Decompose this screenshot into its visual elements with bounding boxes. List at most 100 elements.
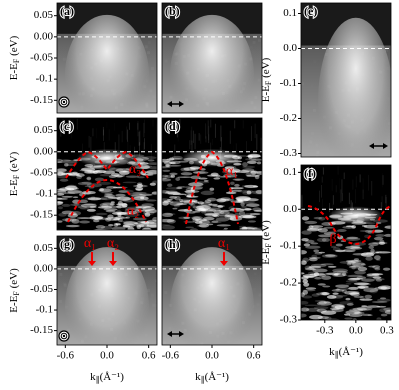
streak — [137, 220, 149, 223]
streak — [118, 189, 134, 193]
streak — [108, 205, 122, 209]
noise-top — [69, 119, 71, 126]
streak — [247, 220, 256, 223]
streak — [151, 231, 156, 234]
streak — [230, 187, 244, 190]
streak — [348, 308, 364, 312]
noise-top — [143, 119, 145, 134]
streak — [210, 172, 219, 177]
noise-top — [339, 178, 340, 193]
noise-top — [385, 194, 387, 204]
noise-top — [134, 146, 136, 160]
streak — [192, 171, 206, 174]
noise — [197, 68, 200, 71]
noise — [316, 150, 320, 154]
streak — [336, 270, 349, 275]
streak — [146, 224, 157, 229]
noise — [196, 286, 200, 290]
noise-top — [210, 119, 212, 128]
streak — [333, 273, 339, 276]
streak — [168, 157, 184, 160]
label-unit: (Å⁻¹) — [100, 371, 125, 383]
streak — [86, 177, 92, 180]
label-unit: (eV) — [8, 35, 20, 58]
streak — [114, 216, 128, 219]
noise — [359, 93, 362, 96]
streak — [64, 185, 78, 191]
streak — [239, 210, 246, 216]
streak — [67, 174, 81, 177]
noise — [99, 59, 103, 63]
panel-image — [162, 118, 262, 235]
streak — [227, 217, 235, 220]
streak — [365, 256, 373, 261]
streak — [216, 224, 231, 227]
band-label: α₂ — [127, 204, 139, 219]
streak — [346, 236, 359, 240]
streak — [97, 205, 113, 209]
noise — [175, 342, 178, 345]
streak — [58, 206, 63, 210]
streak — [170, 161, 176, 165]
streak — [379, 297, 387, 300]
streak — [147, 159, 155, 162]
noise — [207, 49, 210, 52]
noise — [249, 57, 253, 61]
streak — [230, 181, 235, 186]
streak — [208, 203, 218, 206]
noise — [225, 99, 228, 102]
x-tick-label: 0.0 — [349, 325, 363, 337]
streak — [195, 232, 206, 235]
noise-top — [365, 185, 366, 195]
noise — [144, 45, 148, 49]
streak — [352, 253, 369, 256]
axis-label: E-EF (eV) — [8, 268, 21, 313]
noise — [57, 84, 60, 87]
noise — [152, 74, 155, 77]
streak — [67, 213, 78, 218]
streak — [212, 209, 223, 214]
pol-head — [369, 143, 388, 149]
noise — [196, 104, 200, 108]
noise-top — [380, 202, 382, 212]
streak — [81, 167, 96, 172]
noise — [145, 334, 148, 337]
streak — [317, 227, 328, 233]
noise-top — [337, 166, 339, 175]
noise — [236, 282, 240, 286]
streak — [350, 259, 359, 263]
label-main: E-E — [8, 295, 20, 312]
noise-top — [174, 144, 176, 159]
noise — [223, 54, 226, 57]
noise — [120, 103, 124, 107]
noise — [65, 68, 68, 71]
noise-top — [143, 122, 145, 138]
noise-top — [322, 167, 324, 175]
noise — [234, 311, 237, 314]
streak — [172, 207, 178, 210]
pol-dot — [62, 100, 66, 104]
noise — [163, 341, 166, 344]
streak — [336, 321, 349, 324]
noise — [237, 64, 241, 68]
noise-top — [343, 172, 345, 180]
noise — [108, 75, 112, 79]
noise-top — [329, 202, 331, 213]
noise — [309, 140, 312, 143]
band-label: α₁ — [226, 164, 238, 179]
streak — [162, 224, 171, 227]
streak — [206, 207, 221, 212]
noise — [388, 122, 391, 125]
streak — [337, 229, 347, 232]
noise-top — [321, 176, 323, 183]
streak — [178, 216, 190, 220]
streak — [373, 236, 384, 241]
streak — [307, 227, 323, 231]
streak — [345, 280, 358, 283]
noise — [183, 286, 186, 289]
streak — [240, 202, 245, 206]
glow — [328, 206, 383, 225]
streak — [376, 305, 387, 308]
noise — [108, 69, 111, 72]
noise — [172, 335, 176, 339]
